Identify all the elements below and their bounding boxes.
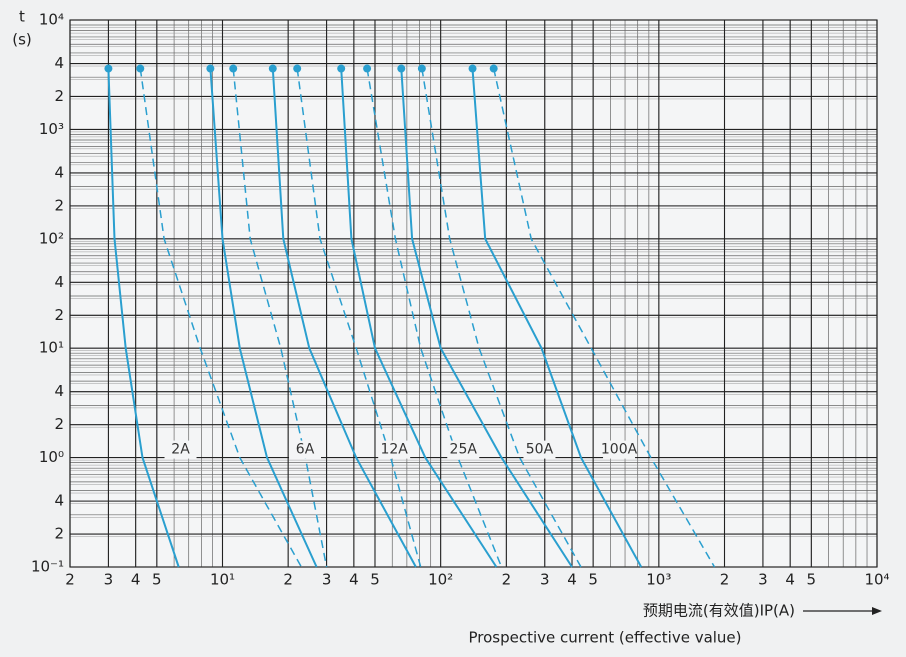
y-tick-label: 4 [54, 163, 64, 181]
x-tick-label: 4 [567, 571, 577, 589]
y-tick-label: 4 [54, 54, 64, 72]
curve-start-dot [397, 64, 406, 73]
x-tick-label: 5 [588, 571, 598, 589]
y-tick-label: 2 [54, 196, 64, 214]
fuse-curve [340, 68, 498, 568]
curve-label: 25A [450, 442, 478, 458]
x-axis-label: 预期电流(有效值)IP(A) [643, 602, 795, 620]
curve-start-dot [293, 64, 302, 73]
curve-label: 100A [601, 442, 638, 458]
curve-start-dot [337, 64, 346, 73]
y-tick-label: 4 [54, 273, 64, 291]
fuse-curve [296, 68, 422, 568]
x-tick-label: 2 [502, 571, 512, 589]
y-tick-label: 2 [54, 415, 64, 433]
curve-label-bg [447, 440, 480, 459]
plot-area [69, 19, 878, 568]
curve-start-dot [104, 64, 113, 73]
x-tick-label: 10⁴ [864, 571, 889, 589]
x-tick-label: 5 [152, 571, 162, 589]
y-axis-label: t [19, 8, 25, 26]
fuse-curve [421, 68, 582, 568]
curve-label: 50A [526, 442, 554, 458]
fuse-curve [209, 68, 318, 568]
curve-start-dot [229, 64, 238, 73]
y-tick-label: 2 [54, 87, 64, 105]
x-tick-label: 5 [807, 571, 817, 589]
x-tick-label: 2 [283, 571, 293, 589]
y-tick-label: 2 [54, 306, 64, 324]
x-axis-label-2: Prospective current (effective value) [468, 629, 741, 647]
curve-label-bg [523, 440, 556, 459]
curve-start-dot [268, 64, 277, 73]
fuse-curve [107, 68, 180, 568]
curve-start-dot [136, 64, 145, 73]
fuse-curve [471, 68, 643, 568]
y-tick-label: 10⁰ [39, 448, 64, 466]
x-tick-label: 3 [540, 571, 550, 589]
y-tick-label: 10⁻¹ [31, 558, 64, 576]
axis-arrow-head [872, 607, 882, 615]
y-tick-label: 4 [54, 382, 64, 400]
x-tick-label: 5 [370, 571, 380, 589]
x-tick-label: 2 [65, 571, 75, 589]
y-tick-label: 2 [54, 525, 64, 543]
curve-label-bg [603, 440, 636, 459]
x-tick-label: 4 [785, 571, 795, 589]
x-tick-label: 3 [104, 571, 114, 589]
curve-label: 2A [171, 442, 190, 458]
fuse-curve [271, 68, 417, 568]
curve-start-dot [363, 64, 372, 73]
x-tick-label: 10¹ [210, 571, 235, 589]
curve-label: 6A [296, 442, 315, 458]
y-tick-label: 4 [54, 492, 64, 510]
x-tick-label: 2 [720, 571, 730, 589]
x-tick-label: 10² [428, 571, 453, 589]
curve-label-bg [378, 440, 411, 459]
curve-start-dot [489, 64, 498, 73]
x-tick-label: 4 [349, 571, 359, 589]
fuse-curve [232, 68, 328, 568]
curve-label: 12A [380, 442, 408, 458]
x-tick-label: 3 [322, 571, 332, 589]
y-tick-label: 10⁴ [39, 11, 64, 29]
curve-start-dot [417, 64, 426, 73]
curve-start-dot [468, 64, 477, 73]
x-tick-label: 10³ [646, 571, 671, 589]
y-tick-label: 10³ [39, 120, 64, 138]
fuse-curve [139, 68, 303, 568]
curve-label-bg [289, 440, 322, 459]
fuse-curve [492, 68, 716, 568]
curve-label-bg [164, 440, 197, 459]
fuse-curve [400, 68, 573, 568]
y-tick-label: 10¹ [39, 339, 64, 357]
y-tick-label: 10² [39, 229, 64, 247]
x-tick-label: 4 [131, 571, 141, 589]
x-tick-label: 3 [758, 571, 768, 589]
y-axis-unit: (s) [12, 31, 32, 49]
curve-start-dot [206, 64, 215, 73]
